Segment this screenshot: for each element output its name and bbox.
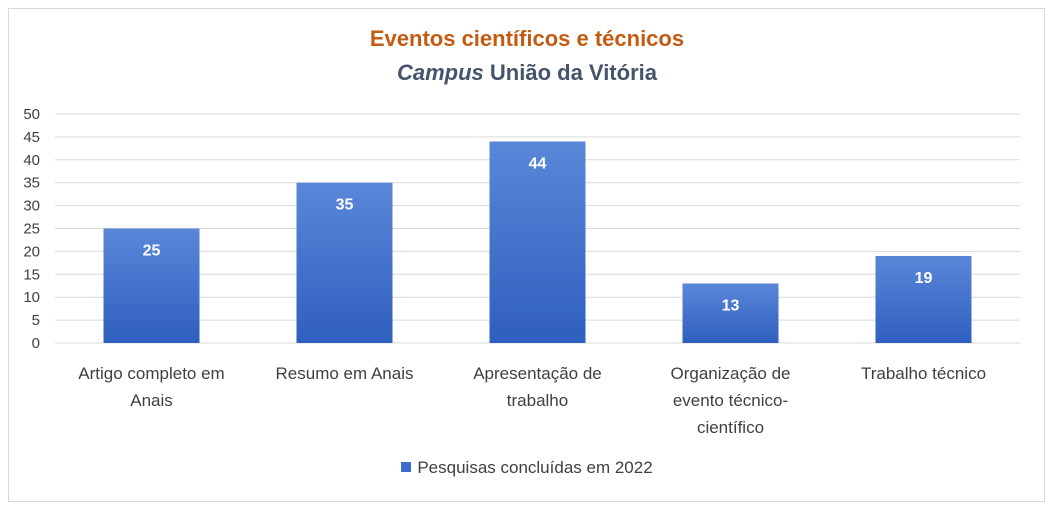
subtitle-rest: União da Vitória: [483, 60, 657, 85]
chart-subtitle: Campus União da Vitória: [0, 60, 1054, 86]
bar: [296, 182, 393, 343]
legend: Pesquisas concluídas em 2022: [0, 458, 1054, 478]
bar: [489, 141, 586, 343]
y-tick-label: 45: [23, 129, 40, 146]
y-tick-label: 20: [23, 243, 40, 260]
x-category-label: Artigo completo em Anais: [78, 364, 224, 410]
bar: [103, 228, 200, 343]
legend-swatch: [401, 461, 412, 472]
subtitle-italic: Campus: [397, 60, 484, 85]
data-label: 44: [529, 155, 547, 172]
data-labels: 25 35 44 13 19: [143, 155, 933, 314]
bars: [103, 141, 972, 343]
chart-title: Eventos científicos e técnicos: [369, 26, 685, 51]
x-category-label: Organização de evento técnico-científico: [670, 364, 790, 437]
bar: [682, 283, 779, 343]
data-label: 13: [722, 297, 740, 314]
data-label: 35: [336, 197, 354, 214]
x-category-label: Trabalho técnico: [861, 364, 986, 383]
y-tick-label: 10: [23, 289, 40, 306]
x-axis-categories: Artigo completo em Anais Resumo em Anais Ap…: [78, 364, 986, 437]
y-tick-label: 0: [32, 335, 40, 352]
y-tick-label: 5: [32, 312, 40, 329]
bar: [875, 255, 972, 343]
bar-chart: 0 5 10 15 20 25 30 35 40 45 50 25 35 44 13 19 Artigo c…: [23, 106, 1020, 437]
data-label: 25: [143, 243, 161, 260]
y-tick-label: 50: [23, 106, 40, 123]
data-label: 19: [915, 270, 933, 287]
y-tick-label: 40: [23, 152, 40, 169]
y-tick-label: 35: [23, 175, 40, 192]
y-tick-label: 30: [23, 198, 40, 215]
y-tick-label: 15: [23, 266, 40, 283]
legend-label: Pesquisas concluídas em 2022: [417, 458, 653, 477]
x-category-label: Resumo em Anais: [276, 364, 414, 383]
x-category-label: Apresentação de trabalho: [473, 364, 602, 410]
y-tick-label: 25: [23, 221, 40, 238]
y-axis-ticks: 0 5 10 15 20 25 30 35 40 45 50: [23, 106, 40, 352]
